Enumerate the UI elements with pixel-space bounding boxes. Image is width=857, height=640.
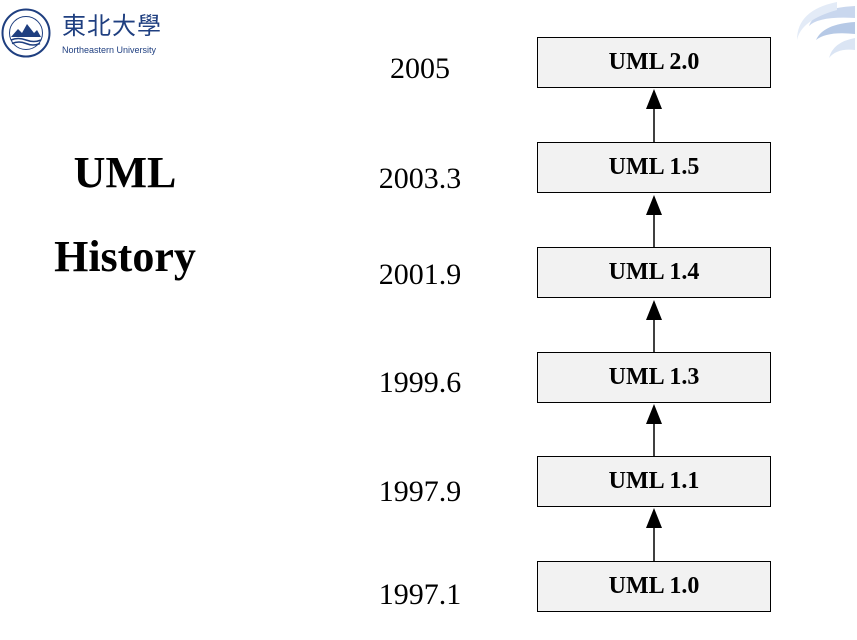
university-seal-icon [1, 8, 51, 58]
year-label: 2001.9 [378, 258, 462, 291]
slide-title-line-1: UML [73, 148, 177, 197]
version-box: UML 1.4 [537, 247, 771, 298]
university-name-english: Northeastern University [62, 45, 157, 55]
slide-title-line-2: History [54, 232, 196, 281]
version-box: UML 1.5 [537, 142, 771, 193]
year-label: 2005 [390, 52, 450, 85]
university-logo: 東北大學 Northeastern University [0, 6, 180, 58]
version-box: UML 1.0 [537, 561, 771, 612]
arrow-connector [646, 508, 662, 561]
year-label: 1997.1 [378, 578, 462, 611]
version-box: UML 1.3 [537, 352, 771, 403]
arrow-connector [646, 195, 662, 247]
version-box: UML 2.0 [537, 37, 771, 88]
version-box: UML 1.1 [537, 456, 771, 507]
arrow-connector [646, 300, 662, 352]
arrow-connector [646, 404, 662, 456]
arrow-connector [646, 89, 662, 142]
year-label: 1997.9 [378, 475, 462, 508]
swoosh-icon [797, 2, 855, 58]
year-label: 1999.6 [378, 366, 462, 399]
university-name-chinese: 東北大學 [62, 12, 162, 40]
year-label: 2003.3 [378, 162, 462, 195]
